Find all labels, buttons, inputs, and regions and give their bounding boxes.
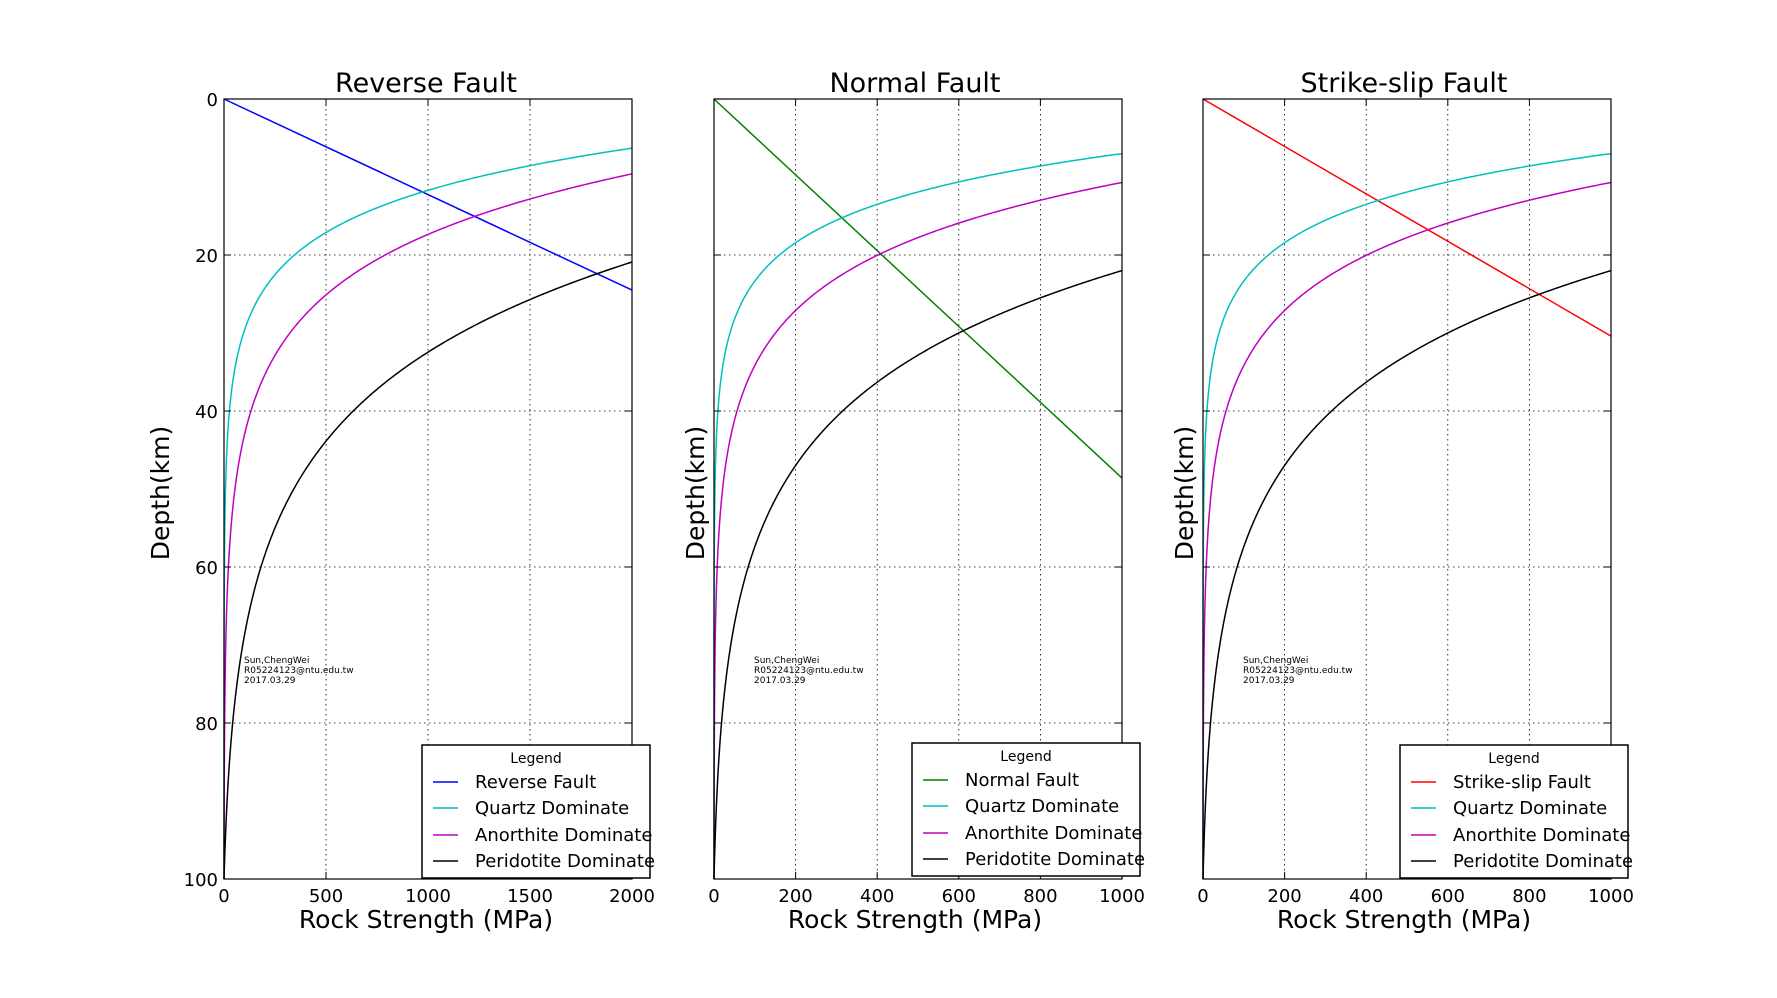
x-tick-label: 0	[1197, 886, 1208, 907]
x-tick-label: 800	[1023, 886, 1057, 907]
annotation-line: 2017.03.29	[754, 676, 806, 686]
y-tick-label: 80	[195, 714, 218, 735]
annotation-line: Sun,ChengWei	[244, 656, 309, 666]
legend-entry: Anorthite Dominate	[1453, 825, 1630, 846]
legend-title: Legend	[1000, 749, 1051, 765]
legend-entry: Anorthite Dominate	[965, 823, 1142, 844]
x-tick-label: 400	[860, 886, 894, 907]
x-axis-label: Rock Strength (MPa)	[1277, 905, 1531, 934]
plot-area: 0 500 1000 1500 2000 0 20 40 60 80 100	[184, 90, 655, 907]
annotation: Sun,ChengWei R05224123@ntu.edu.tw 2017.0…	[1243, 656, 1353, 686]
x-axis-label: Rock Strength (MPa)	[788, 905, 1042, 934]
annotation: Sun,ChengWei R05224123@ntu.edu.tw 2017.0…	[244, 656, 354, 686]
x-tick-label: 500	[309, 886, 343, 907]
legend-box	[1399, 744, 1629, 879]
chart-title: Normal Fault	[829, 68, 1000, 99]
series-line	[713, 98, 1123, 479]
plot-area: 0 200 400 600 800 1000	[1197, 98, 1634, 907]
panel-normal-fault: 0 200 400 600 800 1000 Normal Fault Rock Stre…	[681, 68, 1145, 934]
series-line	[1202, 98, 1612, 337]
x-tick-label: 800	[1512, 886, 1546, 907]
panel-reverse-fault: 0 500 1000 1500 2000 0 20 40 60 80 100 Reverse Fau…	[146, 68, 655, 934]
annotation: Sun,ChengWei R05224123@ntu.edu.tw 2017.0…	[754, 656, 864, 686]
y-tick-label: 20	[195, 246, 218, 267]
annotation-line: 2017.03.29	[1243, 676, 1295, 686]
y-axis-label: Depth(km)	[681, 426, 710, 561]
y-tick-label: 0	[207, 90, 218, 111]
legend: Legend Reverse Fault Quartz Dominate Ano…	[421, 744, 655, 879]
series-line	[1202, 269, 1612, 879]
y-axis-label: Depth(km)	[1170, 426, 1199, 561]
annotation-line: R05224123@ntu.edu.tw	[754, 666, 864, 676]
series-line	[713, 152, 1123, 879]
series-line	[223, 98, 633, 291]
x-tick-label: 200	[778, 886, 812, 907]
legend-entry: Peridotite Dominate	[965, 849, 1145, 870]
legend-box	[421, 744, 651, 879]
x-tick-label: 1000	[1588, 886, 1634, 907]
y-tick-label: 60	[195, 558, 218, 579]
y-tick-label: 100	[184, 870, 218, 891]
series-line	[713, 269, 1123, 879]
chart-title: Reverse Fault	[335, 68, 517, 99]
legend-title: Legend	[1488, 751, 1539, 767]
x-tick-label: 0	[708, 886, 719, 907]
x-tick-label: 1000	[405, 886, 451, 907]
annotation-line: R05224123@ntu.edu.tw	[1243, 666, 1353, 676]
legend-box	[911, 742, 1141, 877]
axes-frame	[1202, 98, 1612, 880]
y-axis-label: Depth(km)	[146, 426, 175, 561]
series-line	[713, 181, 1123, 879]
x-tick-label: 1000	[1099, 886, 1145, 907]
legend-title: Legend	[510, 751, 561, 767]
x-tick-label: 0	[218, 886, 229, 907]
legend-entry: Strike-slip Fault	[1453, 772, 1591, 793]
x-tick-label: 1500	[507, 886, 553, 907]
panel-strike-slip-fault: 0 200 400 600 800 1000 Strike-slip Fault Rock…	[1170, 68, 1634, 934]
series-line	[223, 147, 633, 879]
legend-entry: Quartz Dominate	[1453, 798, 1607, 819]
series-line	[223, 173, 633, 879]
x-tick-label: 600	[1431, 886, 1465, 907]
x-tick-label: 600	[942, 886, 976, 907]
series-line	[1202, 181, 1612, 879]
legend: Legend Normal Fault Quartz Dominate Anor…	[911, 742, 1145, 877]
legend: Legend Strike-slip Fault Quartz Dominate…	[1399, 744, 1633, 879]
legend-entry: Normal Fault	[965, 770, 1079, 791]
annotation-line: Sun,ChengWei	[1243, 656, 1308, 666]
annotation-line: Sun,ChengWei	[754, 656, 819, 666]
plot-area: 0 200 400 600 800 1000	[708, 98, 1145, 907]
legend-entry: Reverse Fault	[475, 772, 596, 793]
axes-frame	[713, 98, 1123, 880]
x-axis-label: Rock Strength (MPa)	[299, 905, 553, 934]
legend-entry: Peridotite Dominate	[1453, 851, 1633, 872]
x-tick-label: 400	[1349, 886, 1383, 907]
annotation-line: R05224123@ntu.edu.tw	[244, 666, 354, 676]
y-tick-label: 40	[195, 402, 218, 423]
legend-entry: Quartz Dominate	[965, 796, 1119, 817]
series-line	[1202, 152, 1612, 879]
x-tick-label: 200	[1267, 886, 1301, 907]
annotation-line: 2017.03.29	[244, 676, 296, 686]
chart-title: Strike-slip Fault	[1301, 68, 1508, 99]
x-tick-label: 2000	[609, 886, 655, 907]
legend-entry: Quartz Dominate	[475, 798, 629, 819]
legend-entry: Peridotite Dominate	[475, 851, 655, 872]
series-line	[223, 261, 633, 879]
legend-entry: Anorthite Dominate	[475, 825, 652, 846]
